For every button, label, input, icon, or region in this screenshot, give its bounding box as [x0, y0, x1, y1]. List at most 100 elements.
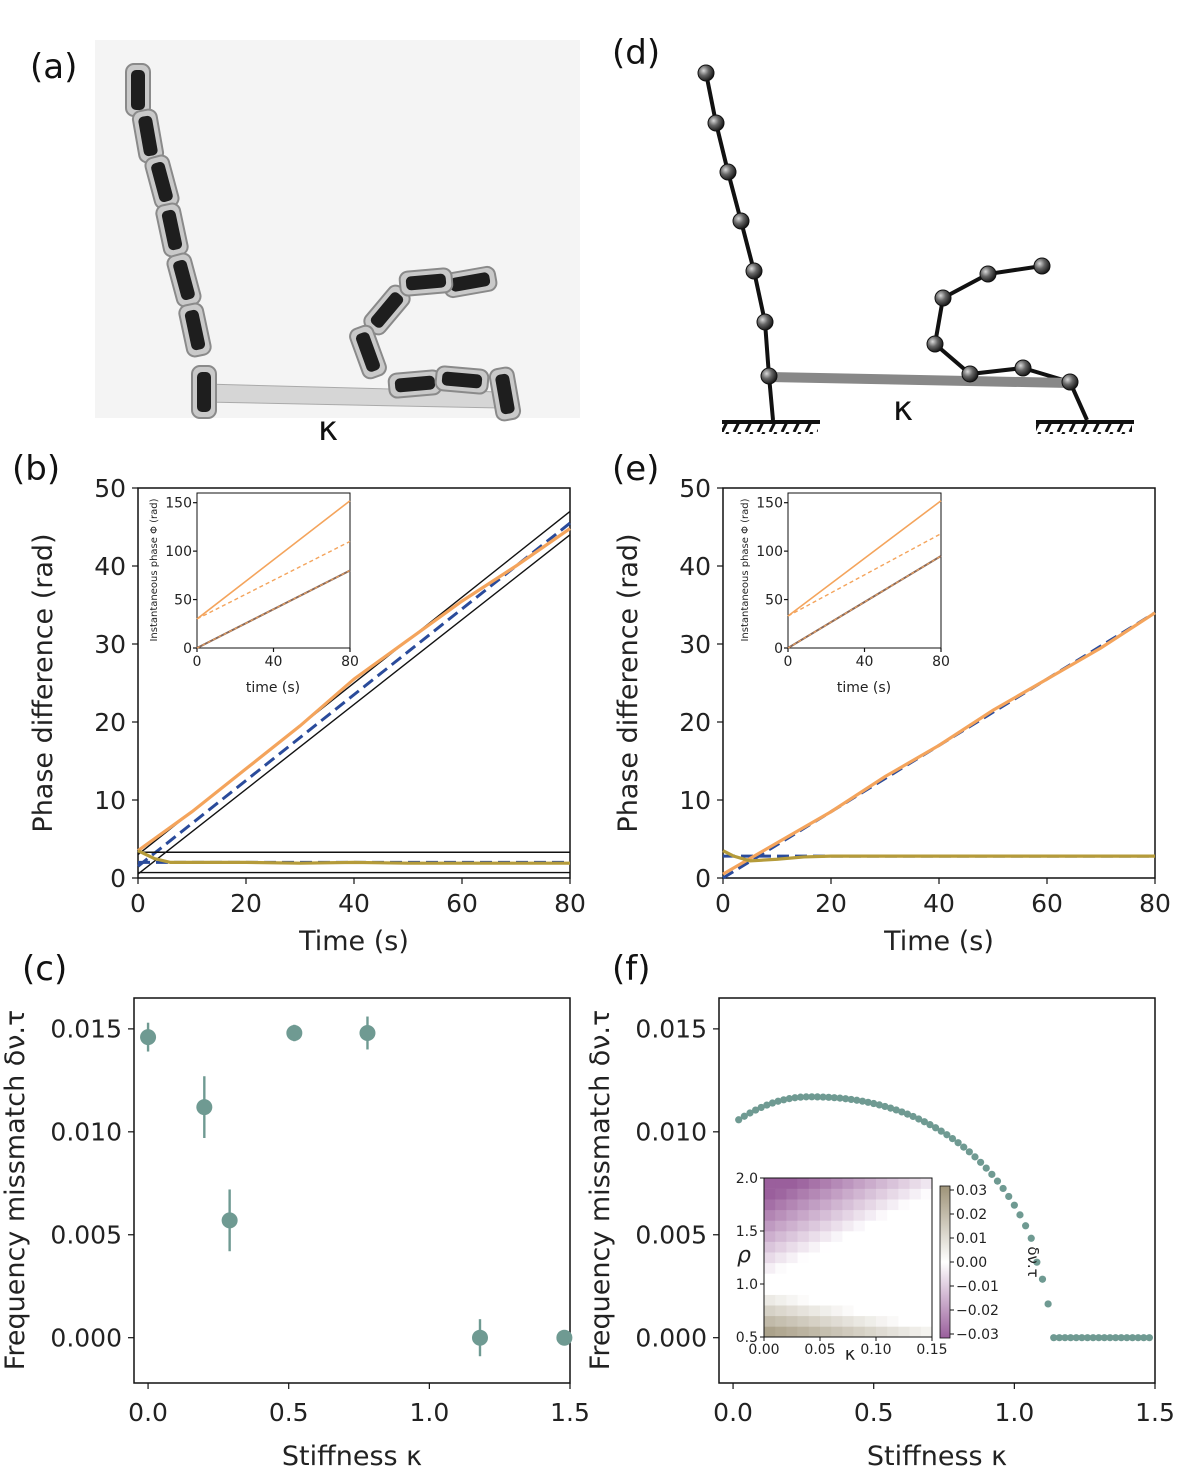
x-tick-label: 1.5 — [1135, 1398, 1175, 1427]
ground-hatch-right — [1036, 424, 1132, 434]
robot-segment — [166, 252, 202, 308]
heatmap-cell — [831, 1209, 843, 1221]
inset-series-line — [787, 555, 942, 649]
model-point — [830, 1094, 838, 1102]
y-tick-label: 30 — [679, 630, 711, 659]
model-point — [1022, 1222, 1030, 1230]
heatmap-cell — [898, 1273, 910, 1285]
chart-f-inset: 0.00 0.05 0.10 0.150.51.01.52.0 κ ρ 0.030.0… — [736, 1171, 1042, 1365]
model-point — [1112, 1334, 1120, 1342]
heatmap-cell — [920, 1252, 933, 1264]
series-line — [722, 611, 1156, 876]
x-tick-label: 40 — [923, 889, 955, 918]
heatmap-cell — [764, 1199, 776, 1211]
spring-bar — [769, 372, 1070, 388]
chart-f-points — [735, 1093, 1153, 1342]
model-point — [870, 1099, 878, 1108]
model-point — [1067, 1334, 1075, 1342]
chart-b-inset-ylabel: Instantaneous phase Φ (rad) — [149, 498, 160, 641]
heatmap-cell — [898, 1231, 910, 1242]
heatmap-cell — [887, 1252, 899, 1264]
model-point — [1050, 1334, 1058, 1342]
heatmap-cell — [864, 1326, 877, 1338]
heatmap-cell — [764, 1284, 776, 1295]
model-point — [965, 1148, 973, 1156]
chart-b-inset-xlabel: time (s) — [246, 680, 300, 696]
heatmap-cell — [876, 1209, 888, 1221]
heatmap-cell — [786, 1284, 798, 1295]
heatmap-cell — [853, 1305, 866, 1317]
heatmap-cell — [764, 1188, 776, 1200]
heatmap-cell — [808, 1273, 821, 1285]
chart-f-xlabel: Stiffness κ — [867, 1441, 1007, 1472]
y-tick-label: 50 — [94, 474, 126, 503]
heatmap-cell — [764, 1231, 776, 1242]
heatmap-cell — [775, 1273, 787, 1285]
model-point — [808, 1093, 816, 1101]
heatmap-cell — [864, 1305, 877, 1317]
heatmap-cells — [764, 1178, 933, 1338]
colorbar — [939, 1185, 951, 1339]
heatmap-cell — [898, 1262, 910, 1274]
heatmap-x-tick-label: 0.05 — [804, 1342, 835, 1358]
model-point — [954, 1139, 962, 1147]
heatmap-cell — [920, 1199, 933, 1211]
chart-e-series — [722, 611, 1156, 880]
heatmap-cell — [920, 1178, 933, 1189]
heatmap-cell — [820, 1273, 832, 1285]
heatmap-cell — [920, 1294, 933, 1306]
y-tick-label: 0.005 — [635, 1221, 707, 1250]
heatmap-cell — [764, 1326, 776, 1338]
heatmap-cell — [842, 1273, 854, 1285]
x-tick-label: 0 — [193, 654, 202, 670]
heatmap-cell — [864, 1273, 877, 1285]
chart-c-xlabel: Stiffness κ — [282, 1441, 422, 1472]
heatmap-cell — [797, 1273, 810, 1285]
heatmap-ylabel: ρ — [737, 1243, 751, 1268]
panel-label-a: (a) — [30, 47, 77, 87]
heatmap-cell — [831, 1305, 843, 1317]
model-point — [993, 1177, 1002, 1185]
model-point — [802, 1093, 810, 1101]
colorbar-tick-label: 0.01 — [956, 1231, 987, 1247]
heatmap-cell — [909, 1305, 922, 1317]
chain-right — [932, 264, 1089, 421]
model-point — [1055, 1334, 1063, 1342]
heatmap-x-tick-label: 0.15 — [916, 1342, 947, 1358]
y-tick-label: 0.010 — [50, 1118, 122, 1147]
heatmap-cell — [842, 1326, 854, 1338]
model-point — [988, 1170, 996, 1178]
colorbar-ticks: 0.03 0.02 0.01 0.00 −0.01 −0.02 −0.03 — [950, 1183, 999, 1343]
model-point — [1078, 1334, 1086, 1342]
heatmap-cell — [764, 1241, 776, 1253]
heatmap-cell — [853, 1294, 866, 1306]
inset-series-line — [787, 500, 942, 617]
heatmap-cell — [887, 1220, 899, 1232]
data-point — [471, 1329, 488, 1346]
heatmap-cell — [909, 1326, 922, 1338]
heatmap-cell — [876, 1178, 888, 1189]
x-tick-label: 80 — [554, 889, 586, 918]
heatmap-cell — [898, 1284, 910, 1295]
model-point — [751, 1106, 760, 1114]
heatmap-cell — [887, 1188, 899, 1200]
heatmap-cell — [876, 1273, 888, 1285]
model-point — [735, 1116, 743, 1124]
joint-ball — [756, 313, 774, 331]
x-tick-label: 40 — [338, 889, 370, 918]
heatmap-cell — [786, 1188, 798, 1200]
joint-ball — [926, 335, 944, 353]
heatmap-cell — [797, 1262, 810, 1274]
robot-segment — [144, 154, 180, 210]
heatmap-cell — [775, 1294, 787, 1306]
heatmap-cell — [864, 1178, 877, 1189]
chart-b-inset-series — [196, 500, 351, 649]
heatmap-cell — [864, 1188, 877, 1200]
heatmap-cell — [842, 1315, 854, 1327]
model-point — [892, 1106, 900, 1114]
x-tick-label: 40 — [856, 654, 874, 670]
heatmap-cell — [820, 1178, 832, 1189]
segment-body — [441, 371, 483, 389]
inset-series-line — [196, 540, 351, 620]
model-point — [920, 1118, 928, 1126]
